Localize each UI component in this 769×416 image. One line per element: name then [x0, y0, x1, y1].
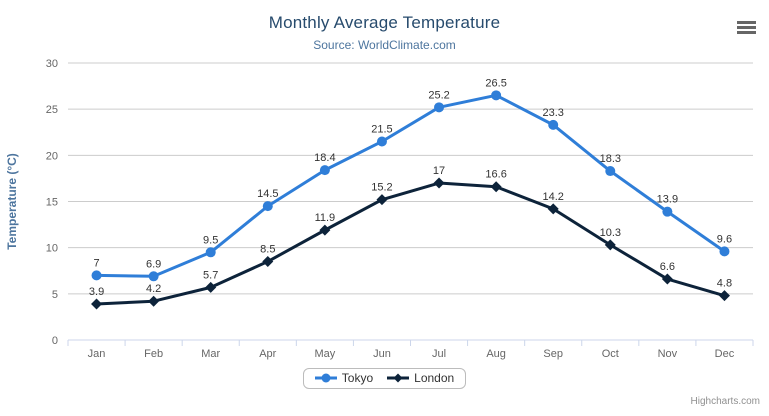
y-axis-label: 30 [46, 58, 58, 70]
chart-subtitle: Source: WorldClimate.com [313, 38, 456, 52]
london-data-label-oct: 10.3 [600, 227, 621, 239]
london-data-label-jun: 15.2 [371, 182, 392, 194]
hamburger-menu-icon [737, 31, 756, 34]
tokyo-data-label-aug: 26.5 [485, 77, 506, 89]
y-axis-label: 25 [46, 104, 58, 116]
x-axis-label: Nov [658, 348, 678, 360]
legend-item-tokyo[interactable]: Tokyo [314, 371, 374, 385]
context-menu-button[interactable] [737, 21, 756, 34]
x-axis-label: Mar [201, 348, 220, 360]
london-data-label-feb: 4.2 [146, 283, 161, 295]
tokyo-data-label-may: 18.4 [314, 152, 335, 164]
tokyo-data-label-sep: 23.3 [542, 107, 563, 119]
london-marker-apr[interactable] [262, 256, 274, 268]
london-marker-dec[interactable] [718, 290, 730, 302]
london-marker-aug[interactable] [490, 181, 502, 193]
y-axis-label: 10 [46, 243, 58, 255]
x-axis-label: Apr [259, 348, 276, 360]
london-marker-mar[interactable] [205, 281, 217, 293]
tokyo-marker-apr[interactable] [262, 201, 273, 212]
london-marker-jun[interactable] [376, 194, 388, 206]
x-axis-label: Jun [373, 348, 391, 360]
tokyo-marker-sep[interactable] [548, 119, 559, 130]
tokyo-marker-oct[interactable] [605, 166, 616, 177]
london-data-label-nov: 6.6 [660, 261, 675, 273]
london-data-label-apr: 8.5 [260, 244, 275, 256]
london-marker-sep[interactable] [547, 203, 559, 215]
y-axis-label: 20 [46, 150, 58, 162]
tokyo-marker-jun[interactable] [376, 136, 387, 147]
tokyo-data-label-oct: 18.3 [600, 153, 621, 165]
series-line-london [95, 181, 726, 306]
london-marker-nov[interactable] [661, 273, 673, 285]
legend: Tokyo London [0, 368, 769, 389]
highcharts-credit-link[interactable]: Highcharts.com [690, 396, 760, 407]
london-data-label-dec: 4.8 [717, 278, 732, 290]
tokyo-marker-may[interactable] [319, 165, 330, 176]
hamburger-menu-icon [737, 21, 756, 24]
legend-box: Tokyo London [302, 368, 467, 389]
tokyo-marker-nov[interactable] [662, 206, 673, 217]
tokyo-data-label-feb: 6.9 [146, 258, 161, 270]
chart-title: Monthly Average Temperature [268, 13, 501, 32]
london-data-label-aug: 16.6 [485, 169, 506, 181]
london-marker-feb[interactable] [148, 295, 160, 307]
tokyo-data-label-dec: 9.6 [717, 233, 732, 245]
london-marker-jul[interactable] [433, 177, 445, 189]
x-axis-label: Dec [715, 348, 735, 360]
series-line-tokyo [95, 93, 726, 278]
hamburger-menu-icon [737, 26, 756, 29]
y-axis-label: 5 [52, 289, 58, 301]
x-axis-label: May [314, 348, 335, 360]
tokyo-data-label-apr: 14.5 [257, 188, 278, 200]
tokyo-marker-mar[interactable] [205, 247, 216, 258]
x-axis-label: Oct [602, 348, 619, 360]
y-axis-label: 15 [46, 197, 58, 209]
y-axis-title: Temperature (°C) [5, 153, 19, 250]
tokyo-marker-dec[interactable] [719, 246, 730, 257]
london-data-label-sep: 14.2 [542, 191, 563, 203]
london-data-label-jul: 17 [433, 165, 445, 177]
y-axis-label: 0 [52, 335, 58, 347]
tokyo-data-label-jun: 21.5 [371, 123, 392, 135]
x-axis-label: Aug [486, 348, 506, 360]
tokyo-legend-marker-icon [314, 373, 337, 383]
london-legend-marker-icon [387, 373, 410, 383]
x-axis-label: Sep [543, 348, 563, 360]
x-axis-label: Jan [88, 348, 106, 360]
london-data-label-may: 11.9 [315, 212, 336, 224]
london-marker-may[interactable] [319, 224, 331, 236]
tokyo-marker-jul[interactable] [434, 102, 445, 113]
tokyo-data-label-mar: 9.5 [203, 234, 218, 246]
london-marker-jan[interactable] [91, 298, 103, 310]
tokyo-data-label-jul: 25.2 [428, 89, 449, 101]
legend-item-london[interactable]: London [387, 371, 454, 385]
london-data-label-jan: 3.9 [89, 286, 104, 298]
tokyo-data-label-nov: 13.9 [657, 194, 678, 206]
legend-label-london: London [414, 371, 455, 385]
london-data-label-mar: 5.7 [203, 269, 218, 281]
tokyo-marker-aug[interactable] [491, 90, 502, 101]
tokyo-data-label-jan: 7 [93, 257, 99, 269]
tokyo-marker-feb[interactable] [148, 271, 159, 282]
tokyo-marker-jan[interactable] [91, 270, 102, 281]
london-marker-oct[interactable] [604, 239, 616, 251]
legend-label-tokyo: Tokyo [341, 371, 374, 385]
x-axis-label: Feb [144, 348, 163, 360]
x-axis-label: Jul [432, 348, 446, 360]
